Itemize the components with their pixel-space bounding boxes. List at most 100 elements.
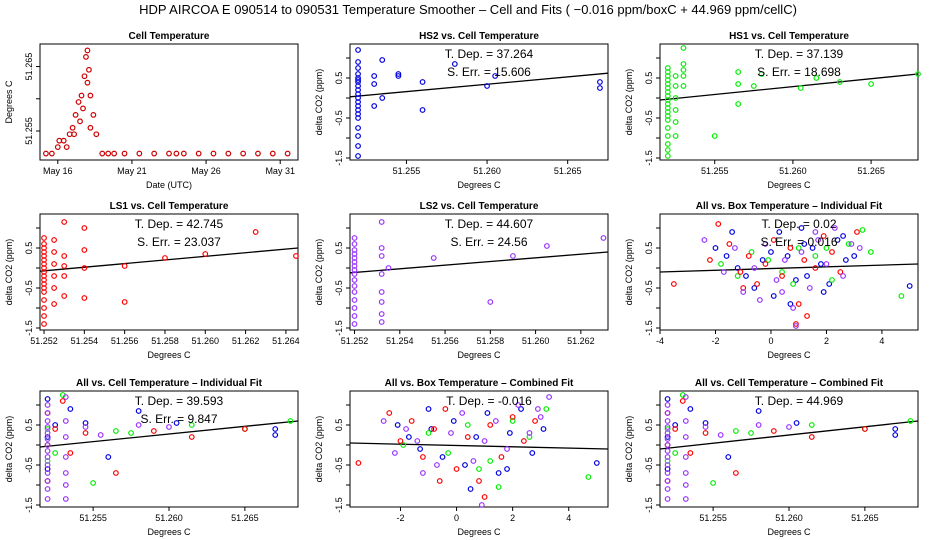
chart-title: Cell Temperature: [129, 31, 210, 42]
data-point: [351, 277, 358, 283]
x-tick-label: 51.255: [699, 513, 727, 523]
data-point: [173, 150, 180, 157]
data-point: [41, 241, 47, 247]
data-point: [906, 283, 913, 289]
x-tick-label: 51.254: [71, 336, 99, 346]
data-point: [836, 79, 843, 85]
data-point: [484, 410, 491, 416]
data-point: [355, 59, 361, 65]
data-point: [726, 241, 733, 247]
data-point: [67, 450, 74, 456]
data-point: [768, 249, 774, 255]
data-point: [44, 402, 51, 408]
data-point: [414, 438, 421, 444]
data-point: [710, 480, 717, 486]
data-point: [351, 267, 358, 273]
data-point: [779, 269, 785, 275]
data-point: [840, 273, 846, 279]
x-tick-label: 51.262: [232, 336, 260, 346]
data-point: [711, 133, 718, 139]
data-point: [62, 470, 69, 476]
data-point: [44, 496, 51, 502]
data-point: [804, 273, 810, 279]
x-tick-label: 51.260: [522, 336, 550, 346]
data-point: [798, 249, 805, 255]
plot-frame: [39, 390, 299, 508]
y-axis-label: delta CO2 (ppm): [314, 69, 324, 136]
data-point: [351, 235, 358, 241]
data-point: [787, 245, 794, 251]
data-point: [41, 273, 47, 279]
data-point: [355, 77, 361, 83]
data-point: [664, 426, 671, 432]
data-point: [664, 454, 671, 460]
series-ls2: [351, 219, 607, 327]
data-point: [762, 261, 769, 267]
data-point: [464, 422, 471, 428]
x-tick-label: 51.256: [431, 336, 459, 346]
standard-error-label: S. Err. = 23.037: [137, 235, 221, 249]
temperature-dependence-label: T. Dep. = 37.139: [755, 47, 844, 61]
data-point: [664, 442, 671, 448]
data-point: [786, 424, 792, 430]
fit-line: [659, 73, 919, 101]
data-point: [351, 321, 358, 327]
data-point: [378, 219, 385, 225]
data-point: [51, 273, 58, 279]
y-tick-label: 0.5: [644, 419, 654, 432]
x-axis-label: Degrees C: [767, 180, 811, 190]
data-point: [44, 470, 51, 476]
chart-title: HS1 vs. Cell Temperature: [729, 31, 849, 42]
x-tick-label: 51.260: [192, 336, 220, 346]
data-point: [492, 418, 499, 424]
data-point: [854, 229, 860, 235]
data-point: [597, 85, 603, 91]
data-point: [543, 243, 550, 249]
data-point: [351, 271, 358, 277]
data-point: [815, 237, 822, 243]
data-point: [907, 418, 914, 424]
data-point: [378, 319, 385, 325]
data-point: [795, 301, 802, 307]
data-point: [81, 265, 88, 271]
plot-frame: [349, 43, 609, 161]
data-point: [105, 150, 112, 157]
data-point: [670, 281, 677, 287]
data-point: [682, 482, 689, 488]
x-tick-label: May 16: [43, 166, 73, 176]
data-point: [793, 420, 800, 426]
data-point: [664, 496, 671, 502]
data-point: [915, 71, 921, 77]
data-point: [790, 305, 797, 311]
data-point: [664, 396, 671, 402]
chart-panel-4: LS1 vs. Cell Temperature Degrees C delta C…: [4, 201, 300, 360]
fit-line: [349, 442, 609, 450]
data-point: [729, 229, 736, 235]
data-point: [202, 251, 209, 257]
chart-panel-6: All vs. Box Temperature – Individual Fit…: [624, 201, 919, 360]
y-tick-label: -0.5: [644, 110, 654, 126]
chart-panel-7: All vs. Cell Temperature – Individual Fi…: [4, 378, 299, 537]
data-point: [41, 313, 47, 319]
data-point: [425, 430, 432, 436]
data-point: [428, 426, 435, 432]
data-point: [86, 66, 92, 73]
x-tick-label: 51.260: [473, 166, 501, 176]
data-point: [867, 249, 874, 255]
data-point: [734, 273, 741, 279]
y-tick-label: -0.5: [334, 280, 344, 296]
x-tick-label: 51.254: [386, 336, 414, 346]
data-point: [400, 442, 407, 448]
data-point: [84, 79, 91, 86]
data-point: [419, 107, 426, 113]
series-hs2: [355, 47, 603, 159]
data-point: [43, 150, 49, 157]
data-point: [534, 406, 541, 412]
data-point: [403, 426, 409, 432]
data-point: [487, 299, 494, 305]
data-point: [672, 426, 679, 432]
data-point: [81, 247, 88, 253]
data-point: [44, 410, 51, 416]
data-point: [378, 245, 385, 251]
data-point: [397, 438, 404, 444]
